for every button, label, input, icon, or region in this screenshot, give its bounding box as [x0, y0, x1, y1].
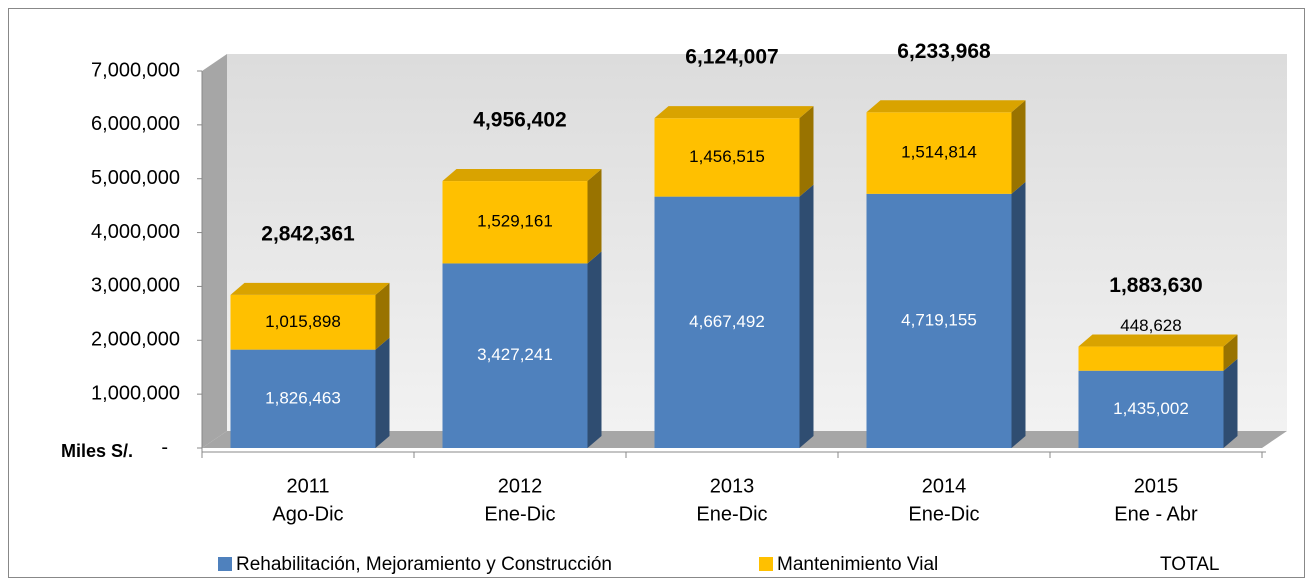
x-tick-label: 2012	[498, 475, 543, 497]
bar	[866, 112, 1012, 194]
x-tick-label: Ago-Dic	[272, 503, 343, 525]
bar	[442, 181, 588, 264]
value-label: 4,667,492	[689, 312, 765, 331]
bar	[230, 349, 376, 448]
bar-top	[654, 106, 814, 119]
legend-label: Mantenimiento Vial	[777, 554, 938, 575]
x-tick-label: Ene - Abr	[1114, 503, 1198, 525]
value-label: 1,514,814	[901, 143, 977, 162]
x-tick-label: 2015	[1134, 475, 1179, 497]
value-label: 1,435,002	[1113, 399, 1189, 418]
value-label: 448,628	[1120, 316, 1181, 335]
bar-side	[799, 106, 814, 197]
y-tick-label: 6,000,000	[91, 113, 180, 135]
value-label: 1,015,898	[265, 312, 341, 331]
total-label: 6,233,968	[897, 40, 991, 63]
bar	[1078, 370, 1224, 448]
x-tick-label: 2011	[286, 475, 329, 497]
bar	[230, 294, 376, 350]
x-tick-label: Ene-Dic	[908, 503, 979, 525]
value-label: 1,456,515	[689, 147, 765, 166]
bar	[654, 196, 800, 448]
bar-side	[587, 169, 602, 264]
y-tick-label: 7,000,000	[91, 59, 180, 81]
bar-side	[1223, 358, 1238, 448]
x-tick-label: Ene-Dic	[484, 503, 555, 525]
y-tick-label: 4,000,000	[91, 221, 180, 243]
side-wall	[202, 54, 227, 448]
bar	[442, 263, 588, 448]
total-label: 6,124,007	[685, 46, 778, 69]
y-tick-label: -	[161, 436, 168, 458]
bar-side	[375, 337, 390, 448]
x-tick-label: Ene-Dic	[696, 503, 767, 525]
y-tick-label: 1,000,000	[91, 382, 180, 404]
bar-side	[1223, 334, 1238, 371]
bar-top	[442, 169, 602, 182]
bar-top	[230, 282, 390, 295]
legend-swatch	[759, 557, 773, 571]
y-tick-label: 3,000,000	[91, 275, 180, 297]
total-label: 2,842,361	[261, 222, 355, 245]
legend-label: Rehabilitación, Mejoramiento y Construcc…	[236, 554, 612, 575]
total-label: 4,956,402	[473, 109, 566, 132]
x-tick-label: 2014	[922, 475, 967, 497]
total-label: 1,883,630	[1109, 274, 1202, 297]
y-tick-label: 5,000,000	[91, 167, 180, 189]
value-label: 1,529,161	[477, 212, 553, 231]
bar-side	[1011, 181, 1026, 449]
bar-side	[587, 251, 602, 448]
bar-top	[1078, 334, 1238, 347]
bar-side	[375, 282, 390, 350]
y-tick-label: 2,000,000	[91, 329, 180, 351]
bar	[654, 118, 800, 197]
value-label: 3,427,241	[477, 345, 553, 364]
bar	[1078, 346, 1224, 371]
bar	[866, 193, 1012, 448]
legend-label: TOTAL	[1160, 554, 1219, 575]
bar-top	[866, 100, 1026, 113]
value-label: 4,719,155	[901, 310, 977, 329]
value-label: 1,826,463	[265, 388, 341, 407]
legend-swatch	[218, 557, 232, 571]
bar-side	[1011, 100, 1026, 194]
y-axis-label: Miles S/.	[61, 441, 133, 461]
x-tick-label: 2013	[710, 475, 755, 497]
bar-side	[799, 184, 814, 448]
